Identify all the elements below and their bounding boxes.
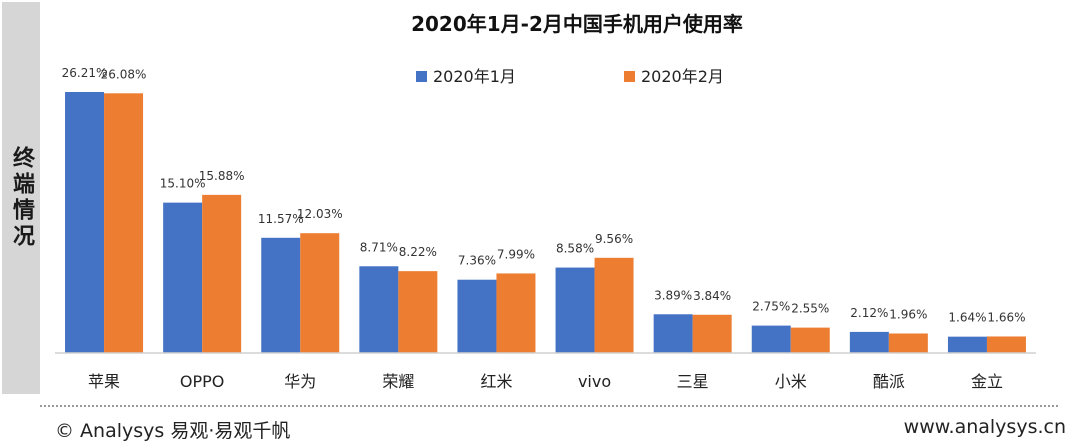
- legend-label-jan: 2020年1月: [433, 67, 516, 86]
- legend-swatch-jan: [416, 71, 427, 82]
- data-label-jan-8: 2.12%: [850, 306, 888, 320]
- data-label-jan-9: 1.64%: [948, 311, 986, 325]
- data-label-feb-6: 3.84%: [693, 289, 731, 303]
- bar-feb-9: [986, 336, 1026, 353]
- bar-jan-0: [65, 92, 105, 353]
- bar-feb-5: [594, 257, 634, 353]
- bar-jan-6: [653, 314, 693, 353]
- data-label-jan-0: 26.21%: [62, 66, 108, 80]
- bar-jan-7: [751, 325, 791, 353]
- data-label-feb-7: 2.55%: [791, 302, 829, 316]
- data-label-jan-4: 7.36%: [458, 254, 496, 268]
- data-label-feb-8: 1.96%: [889, 307, 927, 321]
- legend: 2020年1月 2020年2月: [416, 67, 724, 86]
- data-label-jan-1: 15.10%: [160, 177, 206, 191]
- chart-title: 2020年1月-2月中国手机用户使用率: [411, 12, 743, 36]
- x-tick-label-7: 小米: [775, 372, 807, 391]
- bar-jan-9: [947, 336, 987, 353]
- bar-feb-0: [104, 93, 144, 353]
- bar-jan-8: [849, 331, 889, 353]
- legend-swatch-feb: [624, 71, 635, 82]
- data-label-feb-4: 7.99%: [497, 247, 535, 261]
- data-label-feb-5: 9.56%: [595, 232, 633, 246]
- side-label: 终端情况: [9, 146, 34, 250]
- data-label-jan-3: 8.71%: [360, 240, 398, 254]
- data-label-jan-2: 11.57%: [258, 212, 304, 226]
- bar-jan-1: [163, 202, 203, 353]
- x-tick-label-4: 红米: [480, 372, 512, 391]
- data-label-feb-2: 12.03%: [297, 207, 343, 221]
- data-label-feb-3: 8.22%: [399, 245, 437, 259]
- bar-jan-5: [555, 267, 595, 353]
- bar-feb-3: [398, 271, 438, 353]
- bar-feb-4: [496, 273, 536, 353]
- bar-feb-7: [790, 327, 830, 353]
- footer-website[interactable]: www.analysys.cn: [903, 416, 1066, 438]
- x-tick-labels: 苹果 OPPO 华为 荣耀 红米 vivo 三星 小米 酷派 金立: [88, 372, 1003, 391]
- bar-jan-4: [457, 279, 497, 353]
- bar-feb-1: [202, 194, 242, 353]
- side-panel: 终端情况: [2, 2, 40, 394]
- data-label-feb-0: 26.08%: [101, 67, 147, 81]
- legend-label-feb: 2020年2月: [641, 67, 724, 86]
- x-tick-label-3: 荣耀: [382, 372, 414, 391]
- footer-divider: [40, 405, 1058, 407]
- chart: 2020年1月-2月中国手机用户使用率 2020年1月 2020年2月 26.21…: [55, 12, 1036, 391]
- x-tick-label-1: OPPO: [180, 372, 224, 391]
- footer-copyright: © Analysys 易观·易观千帆: [55, 420, 291, 442]
- bar-jan-3: [359, 266, 399, 353]
- x-tick-label-5: vivo: [578, 372, 611, 391]
- data-label-jan-5: 8.58%: [556, 242, 594, 256]
- data-label-jan-7: 2.75%: [752, 300, 790, 314]
- data-labels: 26.21%26.08% 15.10%15.88% 11.57%12.03% 8.71…: [62, 66, 1026, 325]
- x-tick-label-0: 苹果: [88, 372, 120, 391]
- bar-feb-2: [300, 233, 340, 353]
- data-label-feb-9: 1.66%: [987, 310, 1025, 324]
- x-tick-label-8: 酷派: [873, 372, 905, 391]
- bar-jan-2: [261, 237, 301, 353]
- bar-feb-8: [888, 333, 928, 353]
- bar-feb-6: [692, 314, 732, 353]
- x-tick-label-9: 金立: [971, 372, 1003, 391]
- bars: [65, 92, 1026, 353]
- data-label-jan-6: 3.89%: [654, 288, 692, 302]
- data-label-feb-1: 15.88%: [199, 169, 245, 183]
- x-tick-label-6: 三星: [677, 372, 709, 391]
- x-tick-label-2: 华为: [284, 372, 316, 391]
